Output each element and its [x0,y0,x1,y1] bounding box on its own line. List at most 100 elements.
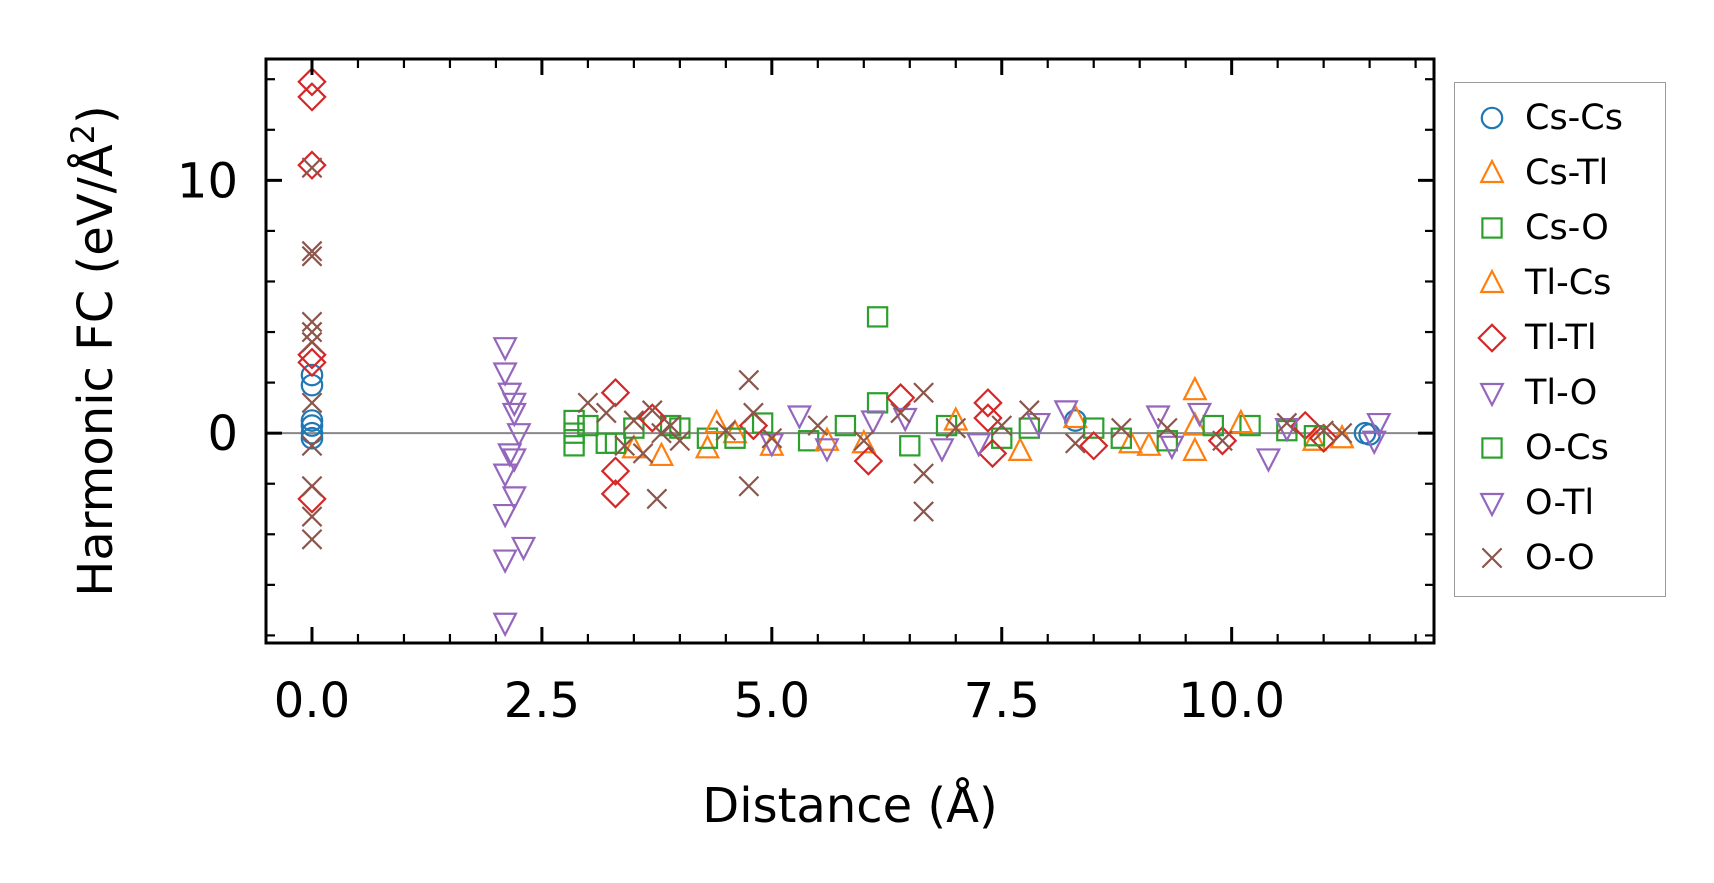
point-o-o [301,435,323,457]
legend-marker-o-cs [1481,437,1503,459]
point-tl-tl [297,150,327,180]
point-o-o [738,369,760,391]
point-tl-o [966,433,992,458]
point-o-o [301,245,323,267]
y-tick-label: 0 [207,406,238,462]
point-cs-o [797,430,820,452]
point-tl-tl [600,456,631,486]
point-cs-tl [1182,375,1208,401]
point-cs-tl [722,418,748,444]
legend-item: O-Tl [1477,483,1594,523]
legend-label: Cs-Cs [1525,98,1623,138]
point-o-o [641,400,663,421]
point-tl-tl [637,403,668,433]
point-tl-tl [600,479,631,509]
point-tl-o [786,405,813,430]
point-o-cs [669,417,691,439]
point-tl-o [506,423,532,448]
point-o-tl [929,438,955,463]
point-o-o [1018,400,1040,421]
point-tl-o [1255,448,1282,473]
point-o-cs [577,414,599,437]
point-tl-tl [853,446,884,476]
legend-label: Tl-Tl [1525,318,1597,358]
point-o-o [1064,432,1086,454]
point-o-o [301,331,323,353]
point-o-tl [1145,405,1171,430]
x-tick-label: 2.5 [504,673,580,729]
legend-marker-shape [1479,382,1505,408]
point-cs-o [751,412,774,434]
point-o-tl [501,392,527,418]
y-axis-label-exponent: 2 [64,124,102,144]
point-o-o [614,435,636,457]
point-o-o [595,402,617,424]
point-cs-o [563,409,585,432]
legend-label: Cs-Tl [1525,153,1609,193]
legend-item: O-Cs [1477,428,1609,468]
point-cs-o [563,422,585,444]
point-tl-o [814,438,840,463]
point-o-cs [604,432,627,454]
point-tl-o [492,503,518,529]
point-tl-o [492,362,518,387]
y-axis-label-close: ) [68,105,124,124]
x-axis-label: Distance (Å) [702,777,997,834]
point-o-o [301,240,323,262]
point-o-o [1276,412,1298,434]
point-o-o [301,475,323,497]
legend-marker-shape [1479,158,1505,184]
point-tl-o [492,337,518,362]
point-o-o [1331,422,1353,444]
x-tick-label: 10.0 [1178,673,1285,729]
point-cs-o [935,414,958,437]
point-o-o [1156,417,1178,439]
point-tl-tl [1078,431,1109,461]
point-tl-o [492,463,518,489]
legend-label: O-O [1525,538,1595,578]
point-o-o [913,501,934,522]
point-tl-cs [704,408,730,434]
point-tl-tl [973,388,1003,418]
point-o-o [646,488,668,510]
legend-marker-tl-tl [1477,323,1507,353]
point-cs-tl [1007,436,1033,461]
point-tl-tl [973,403,1003,433]
legend-label: Tl-O [1525,373,1598,413]
point-tl-o [497,443,523,468]
point-cs-o [1083,417,1105,439]
point-o-o [301,392,323,414]
legend-marker-shape [1479,492,1505,518]
y-axis-label: Harmonic FC (eV/Å2) [64,105,124,597]
legend-item: Tl-Cs [1477,263,1611,303]
point-o-o [853,430,875,452]
point-tl-o [1159,435,1185,461]
legend-marker-shape [1481,547,1503,569]
point-cs-o [866,306,889,328]
point-o-cs [1202,414,1224,437]
point-tl-o [492,612,518,638]
legend-label: Tl-Cs [1525,263,1612,303]
x-tick-label: 5.0 [734,673,810,729]
data-markers [297,66,1392,638]
point-tl-o [1053,400,1079,425]
point-o-o [301,506,323,527]
point-tl-o [501,402,527,428]
point-o-o [623,410,645,431]
point-o-cs [724,427,746,449]
legend-marker-shape [1477,323,1507,353]
point-cs-cs [300,414,324,437]
legend: Cs-Cs Cs-Tl Cs-O Tl-Cs Tl-Tl Tl-O O-Cs O… [1454,82,1666,597]
x-tick-label: 0.0 [274,673,350,729]
point-o-o [890,402,911,424]
point-cs-cs [300,409,324,432]
point-tl-o [492,549,518,574]
legend-marker-cs-tl [1479,158,1505,184]
point-tl-tl [1308,423,1339,453]
point-o-o [660,415,682,436]
point-o-o [669,430,691,452]
legend-marker-o-tl [1479,492,1505,518]
legend-label: Cs-O [1525,208,1609,248]
point-tl-o [1366,412,1392,438]
